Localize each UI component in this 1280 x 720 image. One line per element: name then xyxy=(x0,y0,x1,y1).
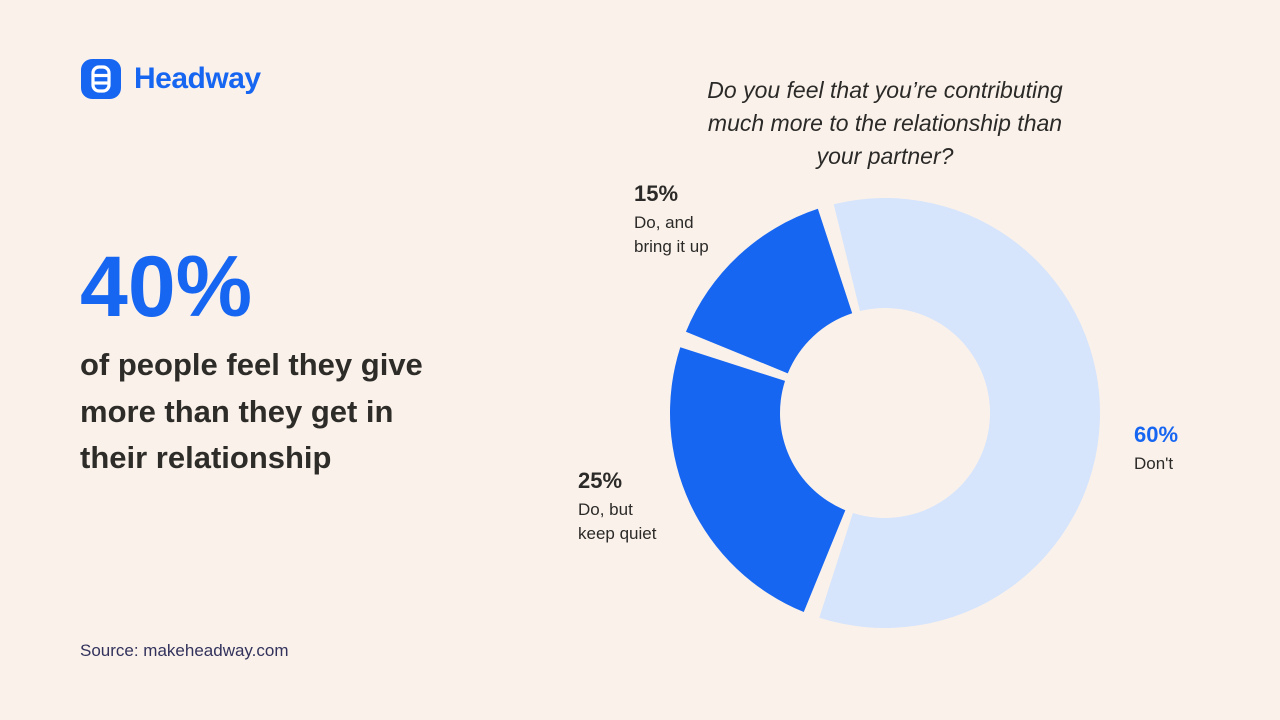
slice-sub-60: Don't xyxy=(1134,454,1174,474)
slice-pct-60: 60% xyxy=(1134,422,1179,447)
donut-slice-do-but-keep-quiet xyxy=(669,347,846,613)
headway-logo: Headway xyxy=(80,58,261,100)
slice-sub-15: Do, and bring it up xyxy=(634,213,709,256)
ladder-icon xyxy=(81,59,121,99)
big-stat-value: 40% xyxy=(80,239,253,335)
donut-chart xyxy=(665,193,1105,633)
slice-label-do-and-bring-it-up: 15% Do, and bring it up xyxy=(634,181,709,259)
headline-text: of people feel they give more than they … xyxy=(80,347,423,475)
slice-label-do-but-keep-quiet: 25% Do, but keep quiet xyxy=(578,468,657,546)
slice-sub-25: Do, but keep quiet xyxy=(578,500,657,543)
donut-slice-do-and-bring-it-up xyxy=(685,208,853,374)
slice-pct-15: 15% xyxy=(634,181,679,206)
donut-svg xyxy=(669,198,1101,629)
donut-slice-don-t xyxy=(819,198,1101,629)
source-credit: Source: makeheadway.com xyxy=(80,641,289,660)
slice-label-dont: 60% Don't xyxy=(1134,422,1179,476)
slice-pct-25: 25% xyxy=(578,468,623,493)
logo-wordmark: Headway xyxy=(134,62,261,95)
chart-title: Do you feel that you’re contributing muc… xyxy=(707,77,1063,169)
